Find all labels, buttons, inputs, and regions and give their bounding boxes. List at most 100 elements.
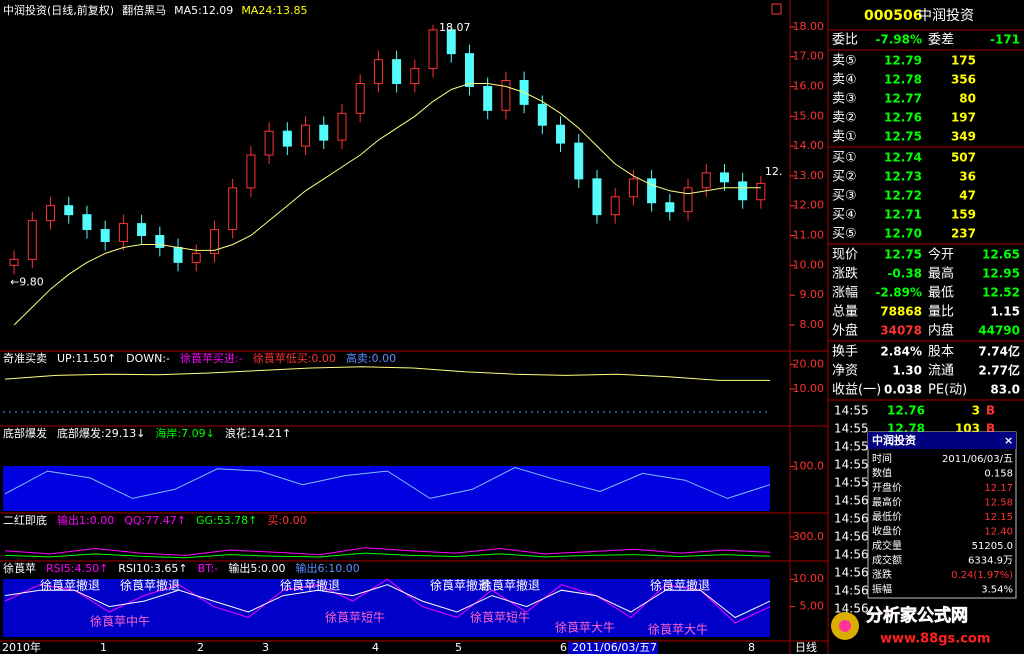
y-tick-label: 10.00 — [793, 572, 825, 585]
signal-label: 徐莨苹短牛 — [325, 610, 385, 625]
y-tick-label: 10.00 — [793, 258, 825, 271]
popup-label: 成交额 — [872, 554, 902, 567]
popup-label: 最低价 — [872, 510, 902, 523]
trade-time: 14:56 — [834, 530, 869, 544]
candle-body — [118, 223, 128, 242]
stat-value: 2.77亿 — [978, 363, 1020, 378]
indicator-line — [4, 547, 771, 556]
indicator-line — [4, 584, 771, 619]
trade-time: 14:56 — [834, 566, 869, 580]
y-tick-label: 20.00 — [793, 357, 825, 370]
x-tick-label: 8 — [748, 641, 755, 654]
indicator-text: DOWN:- — [126, 352, 170, 365]
header-text: 中润投资(日线,前复权) — [3, 3, 114, 17]
popup-value: 12.17 — [984, 483, 1013, 494]
candle-body — [446, 29, 456, 55]
indicator-text: 海岸:7.09↓ — [155, 426, 214, 440]
trade-time: 14:55 — [834, 404, 869, 418]
y-tick-label: 13.00 — [793, 169, 825, 182]
candle-body — [64, 205, 74, 216]
order-label: 买③ — [832, 189, 857, 204]
trade-flag: B — [986, 422, 995, 436]
candle-body — [246, 154, 256, 189]
candle-body — [46, 205, 56, 222]
signal-label: 徐莨苹大牛 — [555, 620, 615, 635]
order-volume: 356 — [951, 73, 976, 87]
candle-body — [264, 130, 274, 156]
moving-average — [13, 83, 761, 326]
y-tick-label: 16.00 — [793, 79, 825, 92]
popup-title-bar — [868, 432, 1016, 449]
indicator-text: RSI5:4.50↑ — [46, 562, 108, 575]
stat-label: 换手 — [832, 345, 858, 360]
order-price: 12.76 — [884, 111, 922, 125]
indicator-text: 浪花:14.21↑ — [225, 426, 291, 440]
trade-time: 14:55 — [834, 458, 869, 472]
popup-value: 0.158 — [984, 469, 1013, 480]
header-text: 翻倍黑马 — [122, 3, 166, 17]
popup-value: 2011/06/03/五 — [942, 454, 1013, 465]
indicator-text: UP:11.50↑ — [57, 352, 116, 365]
trade-volume: 3 — [972, 404, 980, 418]
indicator-band — [3, 579, 770, 637]
trade-time: 14:55 — [834, 440, 869, 454]
stat-label: 净资 — [832, 364, 858, 379]
x-tick-label: 1 — [100, 641, 107, 654]
order-volume: 47 — [959, 189, 976, 203]
indicator-text: 输出6:10.00 — [296, 561, 360, 575]
order-price: 12.74 — [884, 151, 922, 165]
stat-label: 量比 — [928, 305, 954, 320]
y-tick-label: 8.00 — [800, 318, 825, 331]
candle-body — [282, 130, 292, 147]
stat-value: -0.38 — [887, 267, 922, 281]
indicator-text: GG:53.78↑ — [196, 514, 257, 527]
x-tick-label: 日线 — [795, 640, 817, 654]
header-text: MA24:13.85 — [241, 4, 307, 17]
order-volume: 36 — [959, 170, 976, 184]
candle-body — [756, 182, 766, 201]
indicator-text: 奇准买卖 — [3, 352, 47, 365]
candle-body — [647, 178, 657, 204]
low-label: ←9.80 — [10, 275, 44, 288]
trade-time: 14:55 — [834, 422, 869, 436]
indicator-text: 买:0.00 — [267, 514, 306, 527]
indicator-text: 底部爆发:29.13↓ — [57, 426, 145, 440]
candle-body — [392, 59, 402, 84]
trade-time: 14:56 — [834, 512, 869, 526]
popup-value: 12.15 — [984, 512, 1013, 523]
stat-value: 2.84% — [880, 345, 922, 359]
indicator-text: 徐莨苹 — [3, 561, 36, 575]
candle-body — [410, 68, 420, 84]
window-button[interactable] — [771, 3, 782, 15]
signal-label: 徐莨苹短牛 — [470, 610, 530, 625]
trade-time: 14:56 — [834, 584, 869, 598]
last-label: 12. — [765, 165, 783, 178]
watermark-name: 分析家公式网 — [866, 605, 968, 626]
y-tick-label: 10.00 — [793, 382, 825, 395]
order-label: 买⑤ — [832, 227, 857, 242]
popup — [867, 431, 1017, 599]
candle-body — [191, 252, 201, 263]
candle-body — [501, 80, 511, 111]
y-tick-label: 15.00 — [793, 109, 825, 122]
order-label: 买④ — [832, 208, 857, 223]
trade-time: 14:56 — [834, 548, 869, 562]
y-tick-label: 17.00 — [793, 50, 825, 63]
indicator-line — [4, 466, 771, 499]
stat-label: 涨跌 — [832, 266, 858, 282]
order-label: 卖⑤ — [832, 54, 857, 69]
x-tick-label: 6 — [560, 641, 567, 654]
popup-close[interactable]: × — [1004, 434, 1013, 447]
date-highlight — [568, 642, 658, 654]
stat-value: 12.75 — [884, 248, 922, 262]
stat-value: -2.89% — [875, 286, 922, 300]
stat-value: 0.038 — [884, 383, 922, 397]
signal-label: 徐莨苹撤退 — [120, 578, 180, 593]
trade-time: 14:56 — [834, 494, 869, 508]
stock-name: 中润投资 — [918, 8, 974, 24]
indicator-text: 徐莨苹买进:- — [180, 351, 243, 365]
order-price: 12.73 — [884, 170, 922, 184]
candle-body — [100, 229, 110, 242]
popup-value: 3.54% — [981, 585, 1013, 596]
popup-value: 12.58 — [984, 498, 1013, 509]
